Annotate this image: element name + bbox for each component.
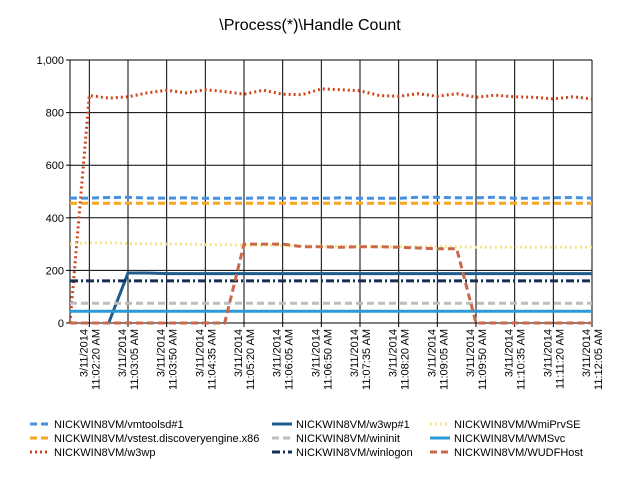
legend-label: NICKWIN8VM/wininit [296, 433, 400, 445]
x-tick-label: 3/11/201411:06:05 AM [272, 329, 296, 390]
x-tick-label: 3/11/201411:08:20 AM [388, 329, 412, 390]
x-axis: 3/11/201411:02:20 AM 3/11/201411:03:05 AM… [70, 322, 605, 390]
legend-label: NICKWIN8VM/vmtoolsd#1 [54, 419, 184, 431]
legend-label: NICKWIN8VM/winlogon [296, 447, 413, 459]
legend-item-nickwin8vm-vstest-discoveryengine-x86: NICKWIN8VM/vstest.discoveryengine.x86 [30, 433, 259, 445]
legend-item-nickwin8vm-w3wp: NICKWIN8VM/w3wp [30, 447, 155, 459]
chart-title: \Process(*)\Handle Count [219, 17, 401, 34]
x-tick-label: 3/11/201411:03:05 AM [117, 329, 141, 390]
y-tick-label: 200 [46, 265, 64, 277]
series-line-nickwin8vm-w3wp [68, 87, 593, 324]
legend-item-nickwin8vm-wininit: NICKWIN8VM/wininit [272, 433, 400, 445]
x-tick-label: 3/11/201411:09:05 AM [426, 329, 450, 390]
y-tick-label: 600 [46, 160, 64, 172]
x-tick-label: 3/11/201411:10:35 AM [504, 329, 528, 390]
y-tick-label: 800 [46, 108, 64, 120]
x-tick-label: 3/11/201411:11:20 AM [542, 329, 566, 389]
chart-gridlines [70, 59, 593, 323]
legend-label: NICKWIN8VM/WUDFHost [454, 447, 583, 459]
x-tick-label: 3/11/201411:06:50 AM [310, 329, 334, 390]
y-axis: 0 200 400 600 800 1,000 [36, 55, 71, 330]
series-line-nickwin8vm-wudfhost [70, 242, 592, 325]
legend-label: NICKWIN8VM/w3wp [54, 447, 155, 459]
legend-item-nickwin8vm-wudfhost: NICKWIN8VM/WUDFHost [430, 447, 583, 459]
x-tick-label: 3/11/201411:12:05 AM [581, 329, 605, 390]
legend-label: NICKWIN8VM/WMSvc [454, 433, 566, 445]
y-tick-label: 400 [46, 213, 64, 225]
plot-area [68, 87, 593, 325]
legend-label: NICKWIN8VM/w3wp#1 [296, 419, 410, 431]
legend-label: NICKWIN8VM/WmiPrvSE [454, 419, 581, 431]
y-tick-label: 0 [58, 318, 64, 330]
x-tick-label: 3/11/201411:03:50 AM [156, 329, 180, 390]
series-line-nickwin8vm-w3wp-1 [107, 271, 592, 324]
x-tick-label: 3/11/201411:07:35 AM [349, 329, 373, 390]
x-tick-label: 3/11/201411:04:35 AM [194, 329, 218, 390]
chart-legend: NICKWIN8VM/vmtoolsd#1 NICKWIN8VM/vstest.d… [30, 419, 583, 459]
legend-label: NICKWIN8VM/vstest.discoveryengine.x86 [54, 433, 259, 445]
x-tick-label: 3/11/201411:09:50 AM [465, 329, 489, 390]
legend-item-nickwin8vm-vmtoolsd-1: NICKWIN8VM/vmtoolsd#1 [30, 419, 184, 431]
y-tick-label: 1,000 [36, 55, 64, 67]
x-tick-label: 3/11/201411:02:20 AM [78, 329, 102, 390]
series-line-nickwin8vm-vmtoolsd-1 [70, 195, 593, 200]
legend-item-nickwin8vm-w3wp-1: NICKWIN8VM/w3wp#1 [272, 419, 410, 431]
legend-item-nickwin8vm-wmiprvse: NICKWIN8VM/WmiPrvSE [430, 419, 581, 431]
x-tick-label: 3/11/201411:05:20 AM [233, 329, 257, 390]
legend-item-nickwin8vm-wmsvc: NICKWIN8VM/WMSvc [430, 433, 566, 445]
legend-item-nickwin8vm-winlogon: NICKWIN8VM/winlogon [272, 447, 413, 459]
